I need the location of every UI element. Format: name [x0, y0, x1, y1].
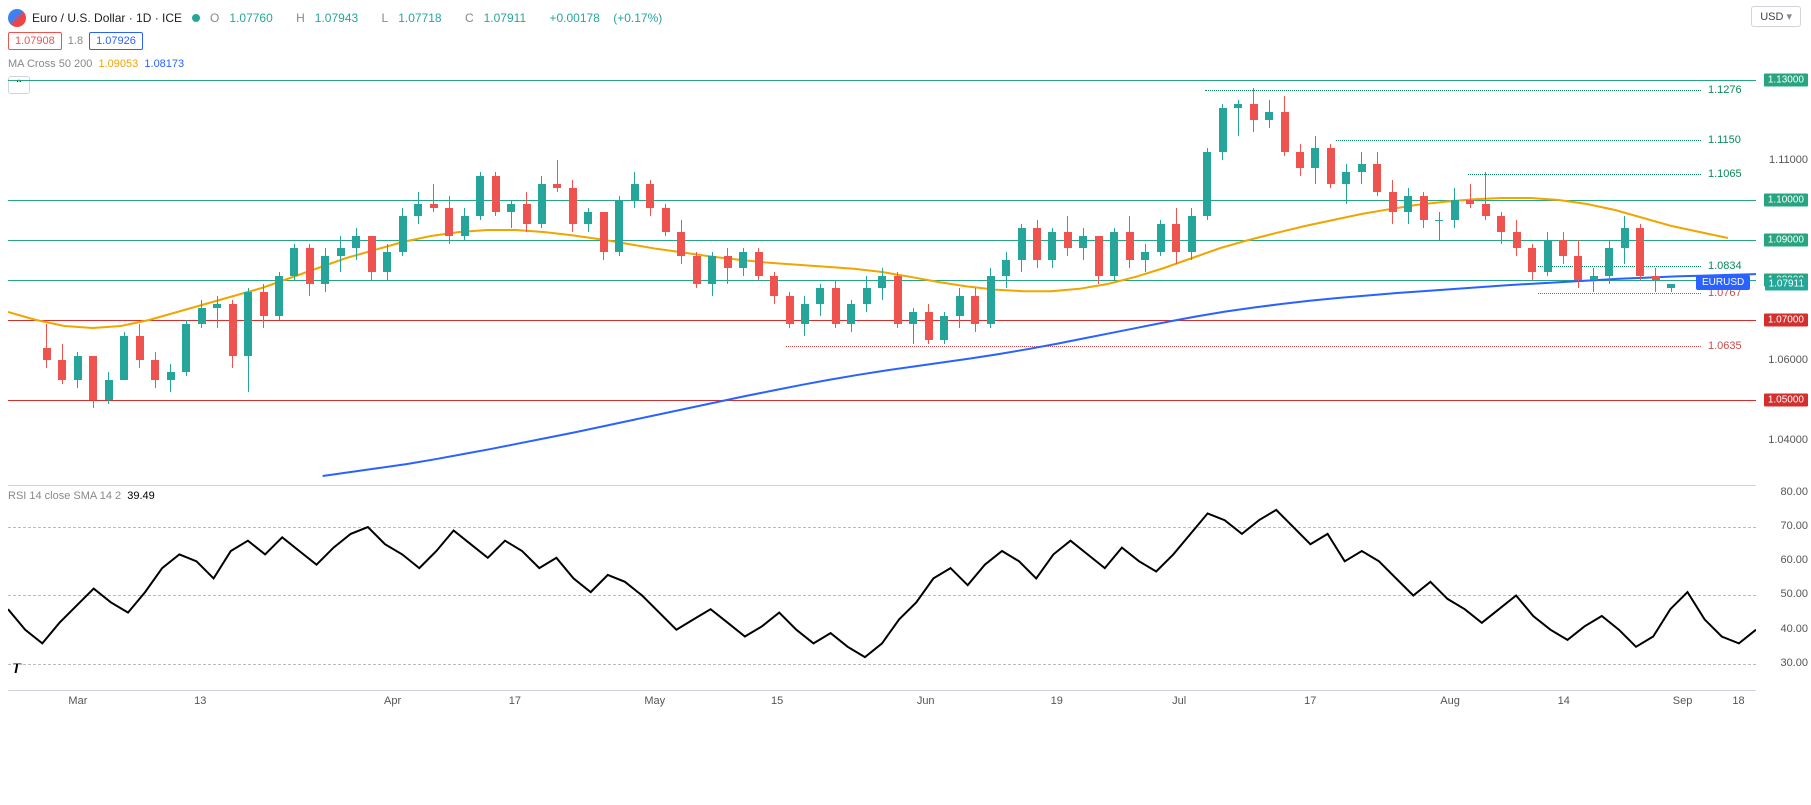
- y-price-tag: 1.09000: [1764, 234, 1808, 247]
- rsi-y-tick: 50.00: [1780, 588, 1808, 600]
- y-price-tag: 1.05000: [1764, 394, 1808, 407]
- x-tick-label: Sep: [1673, 695, 1693, 707]
- rsi-panel[interactable]: RSI 14 close SMA 14 2 39.49 T: [8, 485, 1756, 680]
- current-price-tag: 1.07911: [1765, 277, 1808, 290]
- symbol-icon: [8, 9, 26, 27]
- y-price-tag: 1.13000: [1764, 74, 1808, 87]
- x-tick-label: Mar: [68, 695, 87, 707]
- chart-header: Euro / U.S. Dollar · 1D · ICE O1.07760 H…: [8, 6, 1803, 30]
- ask-badge: 1.07926: [89, 32, 143, 50]
- price-y-axis: 1.04000 1.06000 1.11000 1.13000 1.10000 1.090…: [1758, 60, 1808, 480]
- x-tick-label: 17: [509, 695, 521, 707]
- price-badges: 1.07908 1.8 1.07926: [8, 32, 143, 50]
- x-tick-label: Jun: [917, 695, 935, 707]
- x-tick-label: 18: [1732, 695, 1744, 707]
- y-tick-label: 1.11000: [1769, 154, 1808, 166]
- x-tick-label: Jul: [1172, 695, 1186, 707]
- status-dot: [192, 14, 200, 22]
- currency-selector[interactable]: USD: [1751, 6, 1801, 27]
- x-tick-label: May: [644, 695, 665, 707]
- rsi-y-axis: 30.00 40.00 50.00 60.00 70.00 80.00: [1758, 485, 1808, 680]
- x-tick-label: 15: [771, 695, 783, 707]
- y-tick-label: 1.04000: [1768, 434, 1808, 446]
- rsi-y-tick: 70.00: [1780, 520, 1808, 532]
- rsi-y-tick: 80.00: [1780, 486, 1808, 498]
- symbol-price-tag: EURUSD: [1696, 275, 1750, 290]
- symbol-title[interactable]: Euro / U.S. Dollar · 1D · ICE: [32, 11, 182, 25]
- ohlc-readout: O1.07760 H1.07943 L1.07718 C1.07911 +0.0…: [210, 11, 672, 25]
- x-tick-label: 14: [1558, 695, 1570, 707]
- x-tick-label: Aug: [1440, 695, 1460, 707]
- y-tick-label: 1.06000: [1768, 354, 1808, 366]
- rsi-y-tick: 30.00: [1780, 657, 1808, 669]
- rsi-y-tick: 60.00: [1780, 554, 1808, 566]
- x-tick-label: Apr: [384, 695, 401, 707]
- y-price-tag: 1.10000: [1764, 194, 1808, 207]
- bid-badge: 1.07908: [8, 32, 62, 50]
- candlesticks: [8, 60, 1756, 480]
- x-tick-label: 17: [1304, 695, 1316, 707]
- x-tick-label: 19: [1051, 695, 1063, 707]
- x-tick-label: 13: [194, 695, 206, 707]
- y-price-tag: 1.07000: [1764, 314, 1808, 327]
- rsi-line: [8, 486, 1756, 681]
- price-chart[interactable]: 1.12761.11501.10651.08341.07671.0635: [8, 60, 1756, 480]
- x-axis: Mar 13 Apr 17 May 15 Jun 19 Jul 17 Aug 14 Sep 18: [8, 690, 1756, 714]
- spread-badge: 1.8: [68, 35, 83, 47]
- rsi-y-tick: 40.00: [1780, 623, 1808, 635]
